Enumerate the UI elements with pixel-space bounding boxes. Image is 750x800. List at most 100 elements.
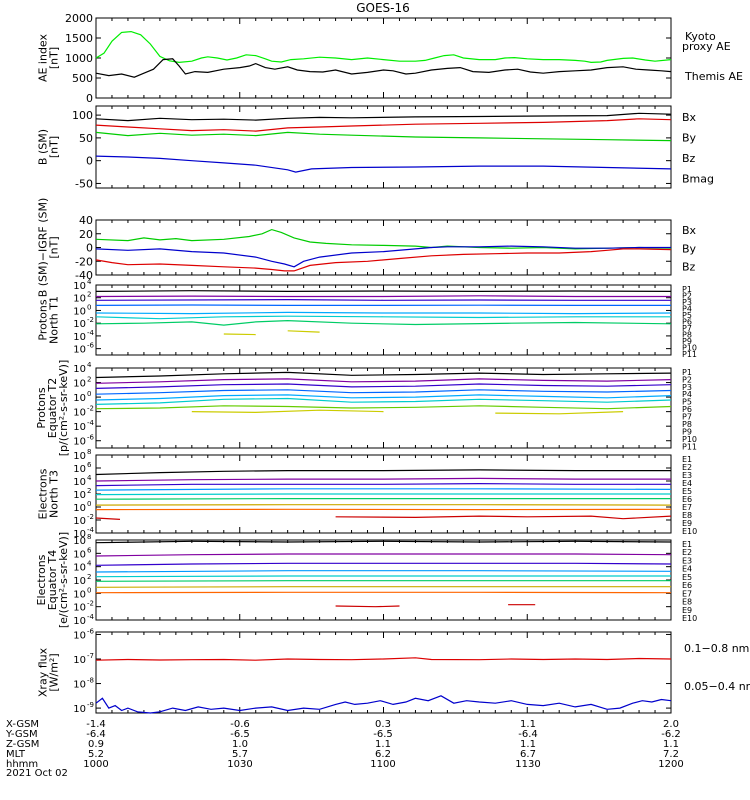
series-by [95,131,672,142]
y-tick-exponent: -4 [87,329,95,337]
legend-entry: E9 [682,606,692,615]
legend-entry: Bx [682,111,697,124]
y-tick-label: 500 [72,72,93,85]
legend-entry: P5 [682,311,692,320]
series-p5 [95,311,672,315]
legend-entry: P2 [682,375,692,384]
legend-entry: Bx [682,224,697,237]
panel-frame [95,631,672,714]
series-e4 [95,570,672,573]
legend-entry: Bz [682,152,696,165]
y-axis-label: B (SM)−IGRF (SM) [37,198,50,298]
y-tick-exponent: 6 [87,461,92,469]
legend-entry: P7 [682,324,692,333]
y-tick-label: 10 [73,451,86,462]
series-p7 [95,405,672,410]
ephemeris-value: 1.1 [663,739,679,750]
y-tick-exponent: -6 [87,627,95,635]
y-axis-label: [p/(cm²-s-sr-keV)] [57,360,70,457]
y-tick-exponent: 8 [87,448,91,456]
y-axis-label: [W/m²] [48,653,61,691]
ephemeris-row-label: Y-GSM [5,729,38,740]
series-p1 [95,371,672,379]
series-0-1-0-8-nm [95,657,672,661]
y-axis-label: Equator T4 [46,550,59,610]
y-tick-label: 10 [73,630,86,641]
ephemeris-block: X-GSM -1.4 -0.6 0.3 1.1 2.0 Y-GSM -6.4 -6.5 -6.5 -… [5,719,684,779]
series-e3 [95,482,671,487]
y-axis-label: North T3 [48,470,61,518]
series-bx [95,155,672,173]
legend-entry: P6 [682,318,692,327]
ephemeris-value: 1030 [227,759,252,770]
y-tick-label: 10 [73,503,86,514]
ephemeris-value: 1100 [370,759,395,770]
y-tick-label: 1000 [65,52,93,65]
y-axis-label: Protons [35,387,48,428]
legend-entry: E1 [682,455,692,464]
y-tick-exponent: 0 [87,390,91,398]
y-tick-exponent: 2 [87,376,91,384]
legend-entry: E3 [682,556,692,565]
y-tick-label: 10 [73,319,86,330]
y-tick-label: 10 [73,345,86,356]
series-p3 [95,298,671,301]
y-tick-label: 10 [73,281,86,292]
y-axis-label: B (SM) [37,129,50,165]
legend-entry: E9 [682,519,692,528]
legend-entry: P9 [682,428,692,437]
series-e5 [95,575,671,578]
legend-entry: P7 [682,413,692,422]
y-tick-exponent: -9 [87,701,94,709]
legend-entry: E7 [682,589,692,598]
series-0-05-0-4-nm [95,695,672,714]
y-tick-label: 0 [86,92,93,105]
y-tick-label: 10 [73,603,86,614]
series-p8b [287,330,320,333]
y-tick-label: 10 [73,516,86,527]
y-tick-label: 10 [73,680,86,691]
series-e9 [335,605,400,608]
legend-entry: P11 [682,443,697,452]
y-tick-label: 10 [73,306,86,317]
series-p1 [95,290,672,293]
date-label: 2021 Oct 02 [6,768,68,779]
series-p7 [95,319,672,326]
series-e6 [95,498,671,500]
ephemeris-value: 0.3 [375,719,391,730]
series-p2 [95,295,671,298]
y-tick-exponent: -4 [87,613,95,621]
legend-entry: 0.05−0.4 nm [684,680,750,693]
panel-frame [95,17,672,99]
series-bz [95,118,672,132]
y-tick-label: 10 [73,563,86,574]
legend-entry: E4 [682,565,692,574]
legend-entry: E6 [682,581,692,590]
series-p6 [95,315,671,320]
y-tick-label: 0 [86,242,93,255]
y-tick-label: 100 [72,109,93,122]
y-tick-label: 10 [73,655,86,666]
ephemeris-value: 1130 [515,759,540,770]
y-tick-label: 10 [73,529,86,540]
y-tick-exponent: 4 [87,560,92,568]
legend-entry: E5 [682,487,692,496]
y-tick-label: 10 [73,422,86,433]
y-tick-label: -20 [75,255,93,268]
series-p2 [95,378,672,384]
ephemeris-value: -0.6 [230,719,250,730]
legend-entry: P3 [682,383,692,392]
y-tick-exponent: 2 [87,291,91,299]
y-tick-label: 10 [73,536,86,547]
y-tick-label: 10 [73,393,86,404]
y-tick-exponent: -4 [87,419,95,427]
legend-entry: P4 [682,304,692,313]
ephemeris-value: 1200 [658,759,683,770]
y-axis-label: Equator T2 [46,378,59,438]
y-tick-exponent: 4 [87,361,92,369]
legend-entry: E8 [682,511,692,520]
panel-2: 100 50 0 -50 B (SM)[nT] Bx By Bz Bmag [37,105,714,190]
